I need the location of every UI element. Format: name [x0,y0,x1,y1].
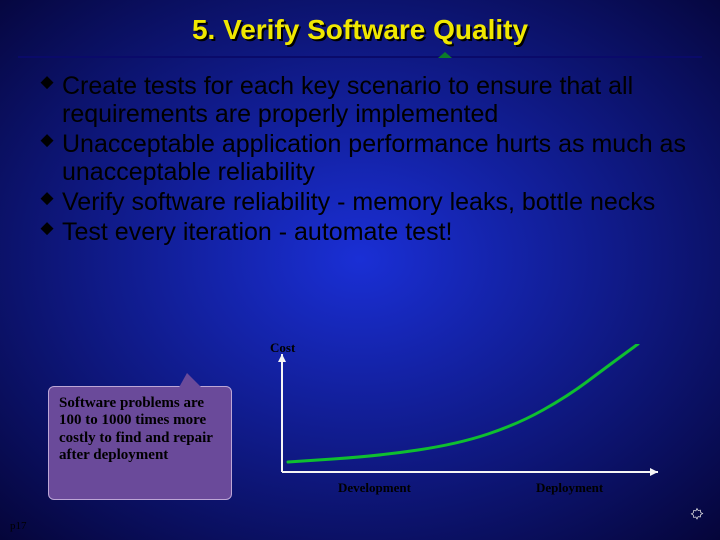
chart-x-label-deployment: Deployment [536,480,603,496]
bullet-item: ◆Test every iteration - automate test! [32,218,692,246]
bullet-text: Test every iteration - automate test! [62,218,692,246]
bullet-icon: ◆ [32,218,62,238]
callout-box: Software problems are 100 to 1000 times … [48,386,232,500]
bullet-text: Create tests for each key scenario to en… [62,72,692,128]
bullet-item: ◆Create tests for each key scenario to e… [32,72,692,128]
chart-x-label-development: Development [338,480,411,496]
page-number: p17 [10,520,27,532]
slide: 5. Verify Software Quality ◆Create tests… [0,0,720,540]
bullet-text: Unacceptable application performance hur… [62,130,692,186]
chart-svg [258,344,672,504]
gear-icon [688,507,706,530]
bullet-item: ◆Verify software reliability - memory le… [32,188,692,216]
bullet-item: ◆Unacceptable application performance hu… [32,130,692,186]
bullet-text: Verify software reliability - memory lea… [62,188,692,216]
callout-text: Software problems are 100 to 1000 times … [59,395,213,463]
bullet-icon: ◆ [32,130,62,150]
bullet-list: ◆Create tests for each key scenario to e… [32,72,692,248]
bullet-icon: ◆ [32,188,62,208]
chart-y-label: Cost [270,340,295,356]
title-underline [18,56,702,58]
bullet-icon: ◆ [32,72,62,92]
cost-chart: Cost Development Deployment [258,344,672,504]
slide-title: 5. Verify Software Quality [0,14,720,46]
